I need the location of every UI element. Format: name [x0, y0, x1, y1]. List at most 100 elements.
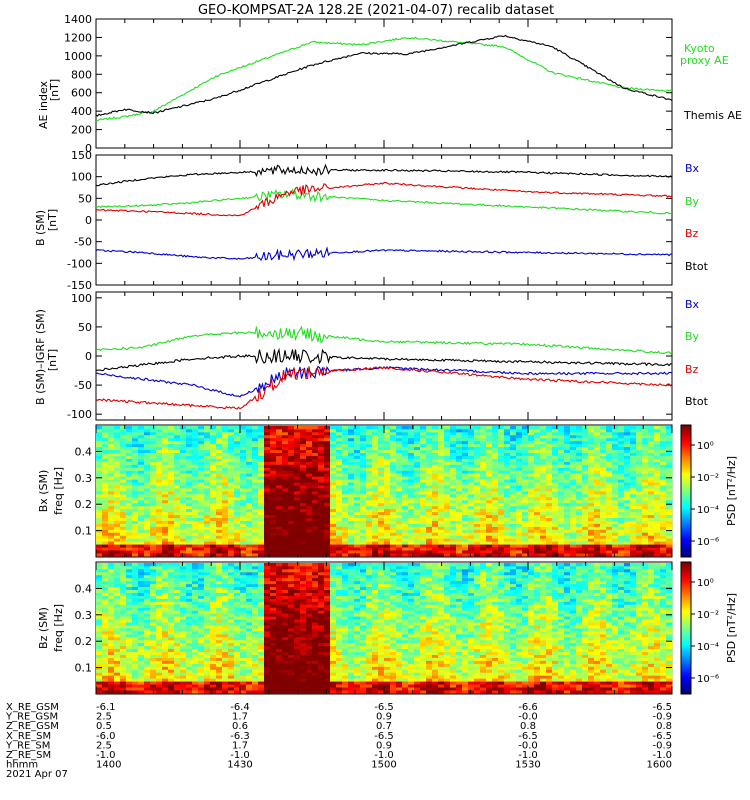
spectrogram-cell: [486, 547, 493, 551]
spectrogram-cell: [534, 502, 541, 507]
spectrogram-cell: [528, 458, 535, 462]
spectrogram-cell: [618, 553, 625, 557]
spectrogram-cell: [114, 535, 121, 539]
spectrogram-cell: [144, 470, 151, 474]
spectrogram-cell: [348, 440, 355, 445]
spectrogram-cell: [132, 589, 139, 593]
spectrogram-cell: [492, 482, 499, 486]
spectrogram-cell: [252, 523, 259, 527]
spectrogram-cell: [120, 514, 127, 518]
spectrogram-cell: [552, 523, 559, 527]
spectrogram-cell: [180, 690, 187, 694]
spectrogram-cell: [354, 449, 361, 453]
spectrogram-cell: [150, 574, 157, 579]
spectrogram-cell: [174, 428, 181, 433]
spectrogram-cell: [582, 547, 589, 551]
spectrogram-cell: [228, 538, 235, 542]
spectrogram-cell: [258, 482, 265, 486]
spectrogram-cell: [630, 514, 637, 518]
spectrogram-cell: [510, 437, 517, 442]
spectrogram-cell: [174, 630, 181, 635]
spectrogram-cell: [318, 449, 325, 453]
spectrogram-cell: [102, 479, 109, 483]
spectrogram-cell: [132, 660, 139, 664]
spectrogram-cell: [366, 502, 373, 507]
spectrogram-cell: [426, 496, 433, 501]
spectrogram-cell: [264, 505, 271, 510]
spectrogram-cell: [606, 479, 613, 483]
spectrogram-cell: [498, 523, 505, 527]
spectrogram-cell: [480, 440, 487, 445]
spectrogram-cell: [174, 520, 181, 524]
spectrogram-cell: [348, 458, 355, 462]
spectrogram-cell: [552, 426, 559, 430]
spectrogram-cell: [594, 443, 601, 448]
spectrogram-cell: [180, 592, 187, 596]
spectrogram-cell: [114, 663, 121, 667]
spectrogram-cell: [186, 639, 193, 644]
spectrogram-cell: [564, 446, 571, 451]
spectrogram-cell: [144, 571, 151, 576]
spectrogram-cell: [360, 517, 367, 521]
spectrogram-cell: [654, 443, 661, 448]
spectrogram-cell: [252, 553, 259, 557]
spectrogram-cell: [174, 563, 181, 567]
spectrogram-cell: [138, 616, 145, 620]
spectrogram-cell: [516, 538, 523, 542]
spectrogram-cell: [390, 461, 397, 465]
spectrogram-cell: [264, 434, 271, 439]
spectrogram-cell: [216, 511, 223, 516]
spectrogram-cell: [468, 550, 475, 554]
spectrogram-cell: [648, 426, 655, 430]
spectrogram-cell: [354, 523, 361, 527]
spectrogram-cell: [138, 604, 145, 608]
spectrogram-cell: [246, 520, 253, 524]
spectrogram-cell: [318, 511, 325, 516]
spectrogram-cell: [384, 517, 391, 521]
spectrogram-cell: [162, 511, 169, 516]
spectrogram-cell: [534, 532, 541, 536]
spectrogram-cell: [222, 431, 229, 436]
spectrogram-cell: [180, 645, 187, 650]
spectrogram-cell: [150, 431, 157, 436]
spectrogram-cell: [438, 511, 445, 516]
spectrogram-cell: [258, 479, 265, 483]
spectrogram-cell: [426, 431, 433, 436]
spectrogram-cell: [294, 491, 301, 495]
spectrogram-cell: [654, 473, 661, 477]
spectrogram-cell: [132, 544, 139, 548]
spectrogram-cell: [516, 499, 523, 504]
spectrogram-cell: [330, 443, 337, 448]
spectrogram-cell: [258, 544, 265, 548]
spectrogram-cell: [114, 622, 121, 626]
spectrogram-cell: [402, 529, 409, 533]
spectrogram-cell: [138, 601, 145, 605]
spectrogram-cell: [324, 520, 331, 524]
spectrogram-cell: [216, 473, 223, 477]
spectrogram-cell: [600, 547, 607, 551]
spectrogram-cell: [666, 493, 673, 498]
spectrogram-cell: [252, 502, 259, 507]
spectrogram-cell: [180, 523, 187, 527]
spectrogram-cell: [120, 628, 127, 632]
spectrogram-cell: [408, 443, 415, 448]
spectrogram-cell: [486, 544, 493, 548]
spectrogram-cell: [222, 464, 229, 468]
spectrogram-cell: [354, 440, 361, 445]
spectrogram-cell: [108, 690, 115, 694]
spectrogram-cell: [252, 440, 259, 445]
spectrogram-cell: [570, 523, 577, 527]
spectrogram-cell: [450, 505, 457, 510]
spectrogram-cell: [654, 464, 661, 468]
spectrogram-cell: [234, 508, 241, 513]
spectrogram-cell: [168, 428, 175, 433]
spectrogram-cell: [648, 470, 655, 474]
spectrogram-cell: [96, 499, 103, 504]
spectrogram-cell: [576, 434, 583, 439]
spectrogram-cell: [630, 446, 637, 451]
spectrogram-cell: [564, 434, 571, 439]
spectrogram-cell: [228, 505, 235, 510]
spectrogram-cell: [120, 526, 127, 530]
spectrogram-cell: [450, 476, 457, 480]
spectrogram-cell: [450, 499, 457, 504]
